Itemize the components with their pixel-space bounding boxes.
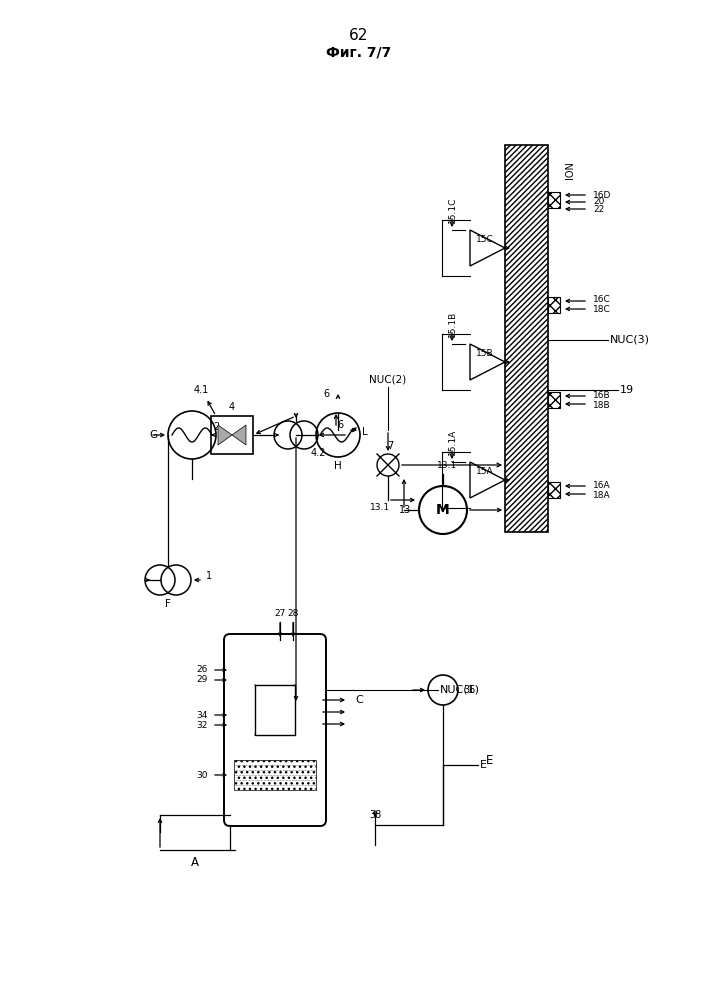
- Text: 2: 2: [213, 422, 219, 432]
- Text: H: H: [334, 461, 342, 471]
- Text: 34: 34: [197, 710, 208, 720]
- Polygon shape: [218, 425, 232, 445]
- Text: 36: 36: [463, 685, 475, 695]
- Text: L: L: [362, 427, 368, 437]
- Bar: [548, 392, 560, 408]
- Text: 18C: 18C: [593, 306, 611, 314]
- Text: F: F: [165, 599, 171, 609]
- Text: 15B: 15B: [476, 350, 494, 359]
- Text: C: C: [355, 695, 363, 705]
- Text: 27: 27: [274, 609, 286, 618]
- Text: 13.1: 13.1: [370, 504, 390, 512]
- Bar: [548, 297, 560, 313]
- Text: 13: 13: [398, 505, 411, 515]
- Text: 32: 32: [197, 720, 208, 730]
- Text: 38: 38: [369, 810, 381, 820]
- Text: 15A: 15A: [476, 468, 494, 477]
- FancyBboxPatch shape: [224, 634, 326, 826]
- Text: 1: 1: [206, 571, 212, 581]
- Polygon shape: [505, 145, 548, 532]
- Text: NUC(1): NUC(1): [440, 685, 480, 695]
- Text: 4.2: 4.2: [310, 448, 326, 458]
- Bar: [211, 416, 253, 454]
- Text: E: E: [480, 760, 487, 770]
- Text: 26: 26: [197, 666, 208, 674]
- Polygon shape: [232, 425, 246, 445]
- Text: 15.1B: 15.1B: [447, 311, 457, 337]
- Bar: [548, 192, 560, 208]
- Text: 13.1: 13.1: [437, 462, 457, 471]
- Text: 15C: 15C: [476, 235, 494, 244]
- Text: 16C: 16C: [593, 296, 611, 304]
- Text: 16B: 16B: [593, 390, 610, 399]
- Text: 4: 4: [229, 402, 235, 412]
- Text: 29: 29: [197, 676, 208, 684]
- Text: E: E: [486, 754, 494, 766]
- Polygon shape: [470, 344, 505, 380]
- Text: 16D: 16D: [593, 190, 611, 200]
- Text: 62: 62: [350, 27, 368, 42]
- Bar: [234, 760, 316, 790]
- Text: 30: 30: [197, 770, 208, 780]
- Text: A: A: [191, 856, 199, 868]
- Bar: [548, 482, 560, 498]
- Text: 4.1: 4.1: [193, 385, 209, 395]
- Bar: [255, 685, 295, 735]
- Text: 19: 19: [620, 385, 634, 395]
- Text: Фиг. 7/7: Фиг. 7/7: [327, 45, 391, 59]
- Text: G: G: [150, 430, 158, 440]
- Text: 6: 6: [337, 420, 343, 430]
- Text: 7: 7: [387, 441, 393, 451]
- Text: 6: 6: [324, 389, 330, 399]
- Text: M: M: [436, 503, 450, 517]
- Text: NUC(2): NUC(2): [369, 375, 406, 385]
- Polygon shape: [470, 462, 505, 498]
- Text: 22: 22: [593, 205, 605, 214]
- Text: 15.1C: 15.1C: [447, 197, 457, 223]
- Text: 28: 28: [287, 609, 299, 618]
- Text: 18B: 18B: [593, 400, 610, 410]
- Text: ION: ION: [565, 161, 575, 179]
- Text: 15.1A: 15.1A: [447, 429, 457, 455]
- Text: 16A: 16A: [593, 481, 610, 489]
- Text: 20: 20: [593, 198, 605, 207]
- Polygon shape: [470, 230, 505, 266]
- Text: 18A: 18A: [593, 490, 610, 499]
- Text: NUC(3): NUC(3): [610, 335, 650, 345]
